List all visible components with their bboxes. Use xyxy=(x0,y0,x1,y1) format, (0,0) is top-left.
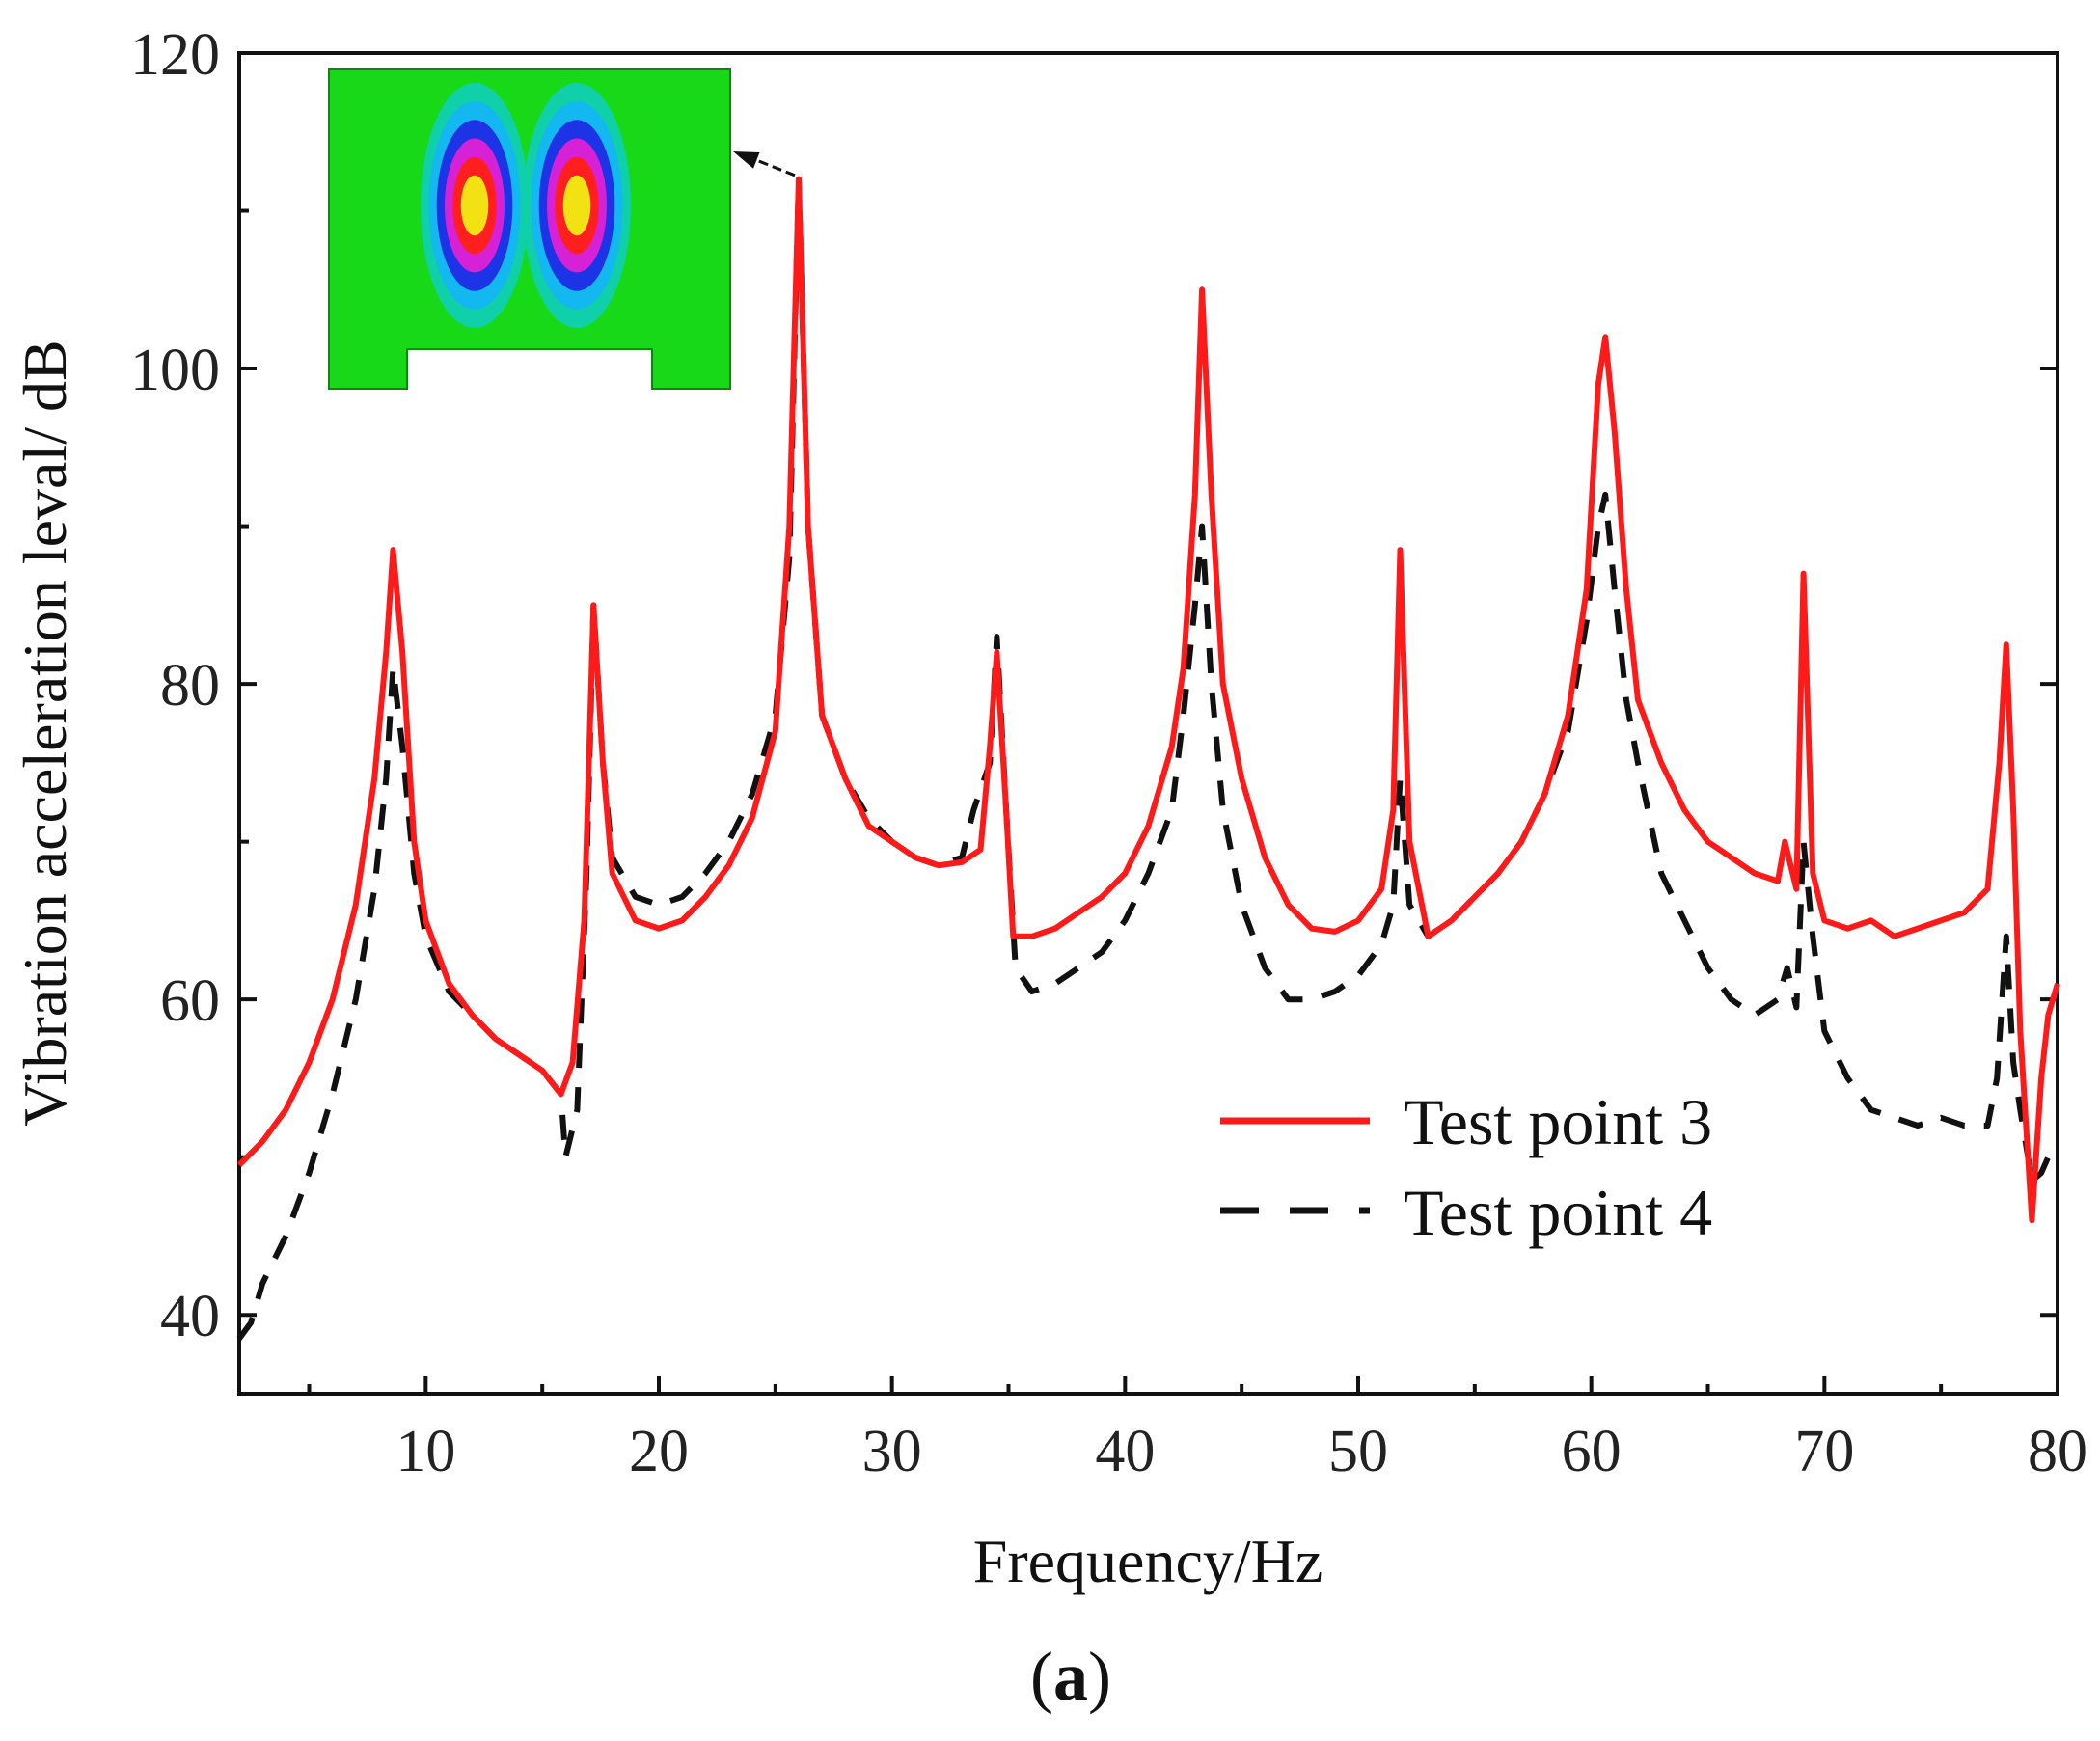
x-tick-label-50: 50 xyxy=(1328,1419,1388,1484)
series-line-test-point-4 xyxy=(236,176,2060,1341)
caption-open-paren: ( xyxy=(1030,1638,1053,1715)
x-tick-label-40: 40 xyxy=(1095,1419,1155,1484)
x-tick-label-60: 60 xyxy=(1562,1419,1622,1484)
x-tick-label-10: 10 xyxy=(395,1419,455,1484)
inset-lobe-2-ring-6 xyxy=(562,175,591,236)
inset-arrowhead xyxy=(733,151,760,169)
legend-label-test-point-3: Test point 3 xyxy=(1404,1085,1712,1158)
legend-label-test-point-4: Test point 4 xyxy=(1404,1176,1712,1249)
axis-tick-labels: 10 20 30 40 50 60 70 80 40 60 80 100 120 xyxy=(130,22,2087,1484)
inset-lobe-1-ring-6 xyxy=(460,175,489,236)
y-tick-label-40: 40 xyxy=(160,1284,220,1349)
mode-shape-inset xyxy=(328,68,731,390)
y-axis-title: Vibration acceleration leval/ dB xyxy=(11,340,79,1126)
y-tick-label-100: 100 xyxy=(130,338,220,403)
inset-pointer-arrow xyxy=(746,154,796,177)
caption-close-paren: ) xyxy=(1088,1638,1111,1715)
y-tick-label-120: 120 xyxy=(130,22,220,88)
y-tick-label-80: 80 xyxy=(160,653,220,719)
figure-caption: (a) xyxy=(1030,1638,1111,1715)
series-line-test-point-3 xyxy=(236,176,2060,1224)
x-tick-label-30: 30 xyxy=(862,1419,922,1484)
axis-ticks xyxy=(239,51,2059,1394)
x-tick-label-20: 20 xyxy=(629,1419,689,1484)
x-tick-label-70: 70 xyxy=(1794,1419,1854,1484)
inset-contour-lobes xyxy=(421,83,631,328)
plot-frame xyxy=(237,51,2059,1396)
y-tick-label-60: 60 xyxy=(160,968,220,1034)
caption-letter: a xyxy=(1053,1638,1088,1715)
legend: Test point 3 Test point 4 xyxy=(1220,1085,1712,1249)
x-tick-label-80: 80 xyxy=(2028,1419,2087,1484)
x-axis-title: Frequency/Hz xyxy=(973,1527,1323,1595)
